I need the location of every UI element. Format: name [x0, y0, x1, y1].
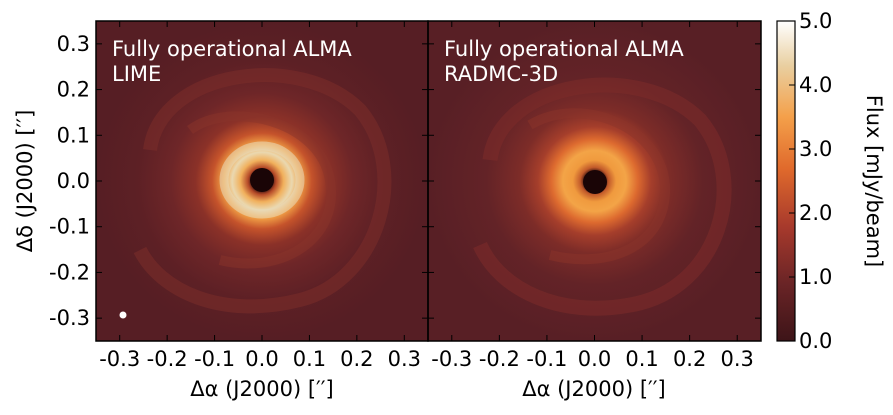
beam-marker	[119, 311, 127, 319]
right-panel-title-line2: RADMC-3D	[444, 62, 558, 86]
left-x-tick-label: 0.0	[245, 347, 278, 371]
left-x-tick-label: 0.3	[388, 347, 421, 371]
right-x-axis-ticks: -0.3 -0.2 -0.1 0.0 0.1 0.2 0.3	[431, 21, 754, 371]
y-tick-label: -0.2	[49, 260, 90, 284]
left-ring-highlight	[219, 141, 305, 219]
y-tick-label: 0.2	[57, 78, 90, 102]
left-spiral-arm-outer	[133, 68, 392, 314]
colorbar-tick-label: 2.0	[799, 201, 832, 225]
colorbar-tick-label: 3.0	[799, 137, 832, 161]
left-panel-title-line2: LIME	[112, 62, 161, 86]
left-panel-image	[96, 21, 428, 341]
right-x-tick-label: 0.2	[673, 347, 706, 371]
y-tick-label: 0.0	[57, 169, 90, 193]
y-axis-label: Δδ (J2000) [′′]	[13, 110, 37, 253]
right-central-hole	[583, 170, 607, 194]
left-central-hole	[250, 168, 274, 192]
colorbar-tick-label: 4.0	[799, 73, 832, 97]
right-x-tick-label: 0.1	[625, 347, 658, 371]
y-tick-label: -0.1	[49, 215, 90, 239]
right-x-axis-label: Δα (J2000) [′′]	[522, 377, 666, 401]
left-x-tick-label: 0.2	[340, 347, 373, 371]
left-x-tick-label: -0.3	[99, 347, 140, 371]
right-panel-image	[428, 21, 761, 341]
left-spiral-arm-inner	[187, 111, 337, 269]
right-spiral-arm-inner	[527, 108, 671, 265]
left-x-tick-label: 0.1	[293, 347, 326, 371]
y-tick-label: 0.3	[57, 32, 90, 56]
right-panel-title-line1: Fully operational ALMA	[444, 37, 684, 61]
left-panel-title-line1: Fully operational ALMA	[112, 37, 352, 61]
right-x-tick-label: 0.3	[721, 347, 754, 371]
right-x-tick-label: 0.0	[578, 347, 611, 371]
right-x-tick-label: -0.1	[526, 347, 567, 371]
right-x-tick-label: -0.2	[479, 347, 520, 371]
right-spiral-arm-outer	[473, 77, 732, 316]
left-x-tick-label: -0.2	[147, 347, 188, 371]
colorbar-tick-label: 0.0	[799, 329, 832, 353]
left-x-axis-label: Δα (J2000) [′′]	[190, 377, 334, 401]
right-x-tick-label: -0.3	[431, 347, 472, 371]
left-x-axis-ticks: -0.3 -0.2 -0.1 0.0 0.1 0.2 0.3	[99, 21, 421, 371]
colorbar-label: Flux [mJy/beam]	[862, 95, 886, 267]
left-y-axis-ticks: 0.3 0.2 0.1 0.0 -0.1 -0.2 -0.3	[49, 32, 761, 330]
colorbar-ticks: 0.0 1.0 2.0 3.0 4.0 5.0	[789, 9, 832, 353]
left-x-tick-label: -0.1	[194, 347, 235, 371]
colorbar-tick-label: 5.0	[799, 9, 832, 33]
y-tick-label: 0.1	[57, 123, 90, 147]
colorbar-tick-label: 1.0	[799, 265, 832, 289]
colorbar	[776, 20, 796, 342]
y-tick-label: -0.3	[49, 306, 90, 330]
